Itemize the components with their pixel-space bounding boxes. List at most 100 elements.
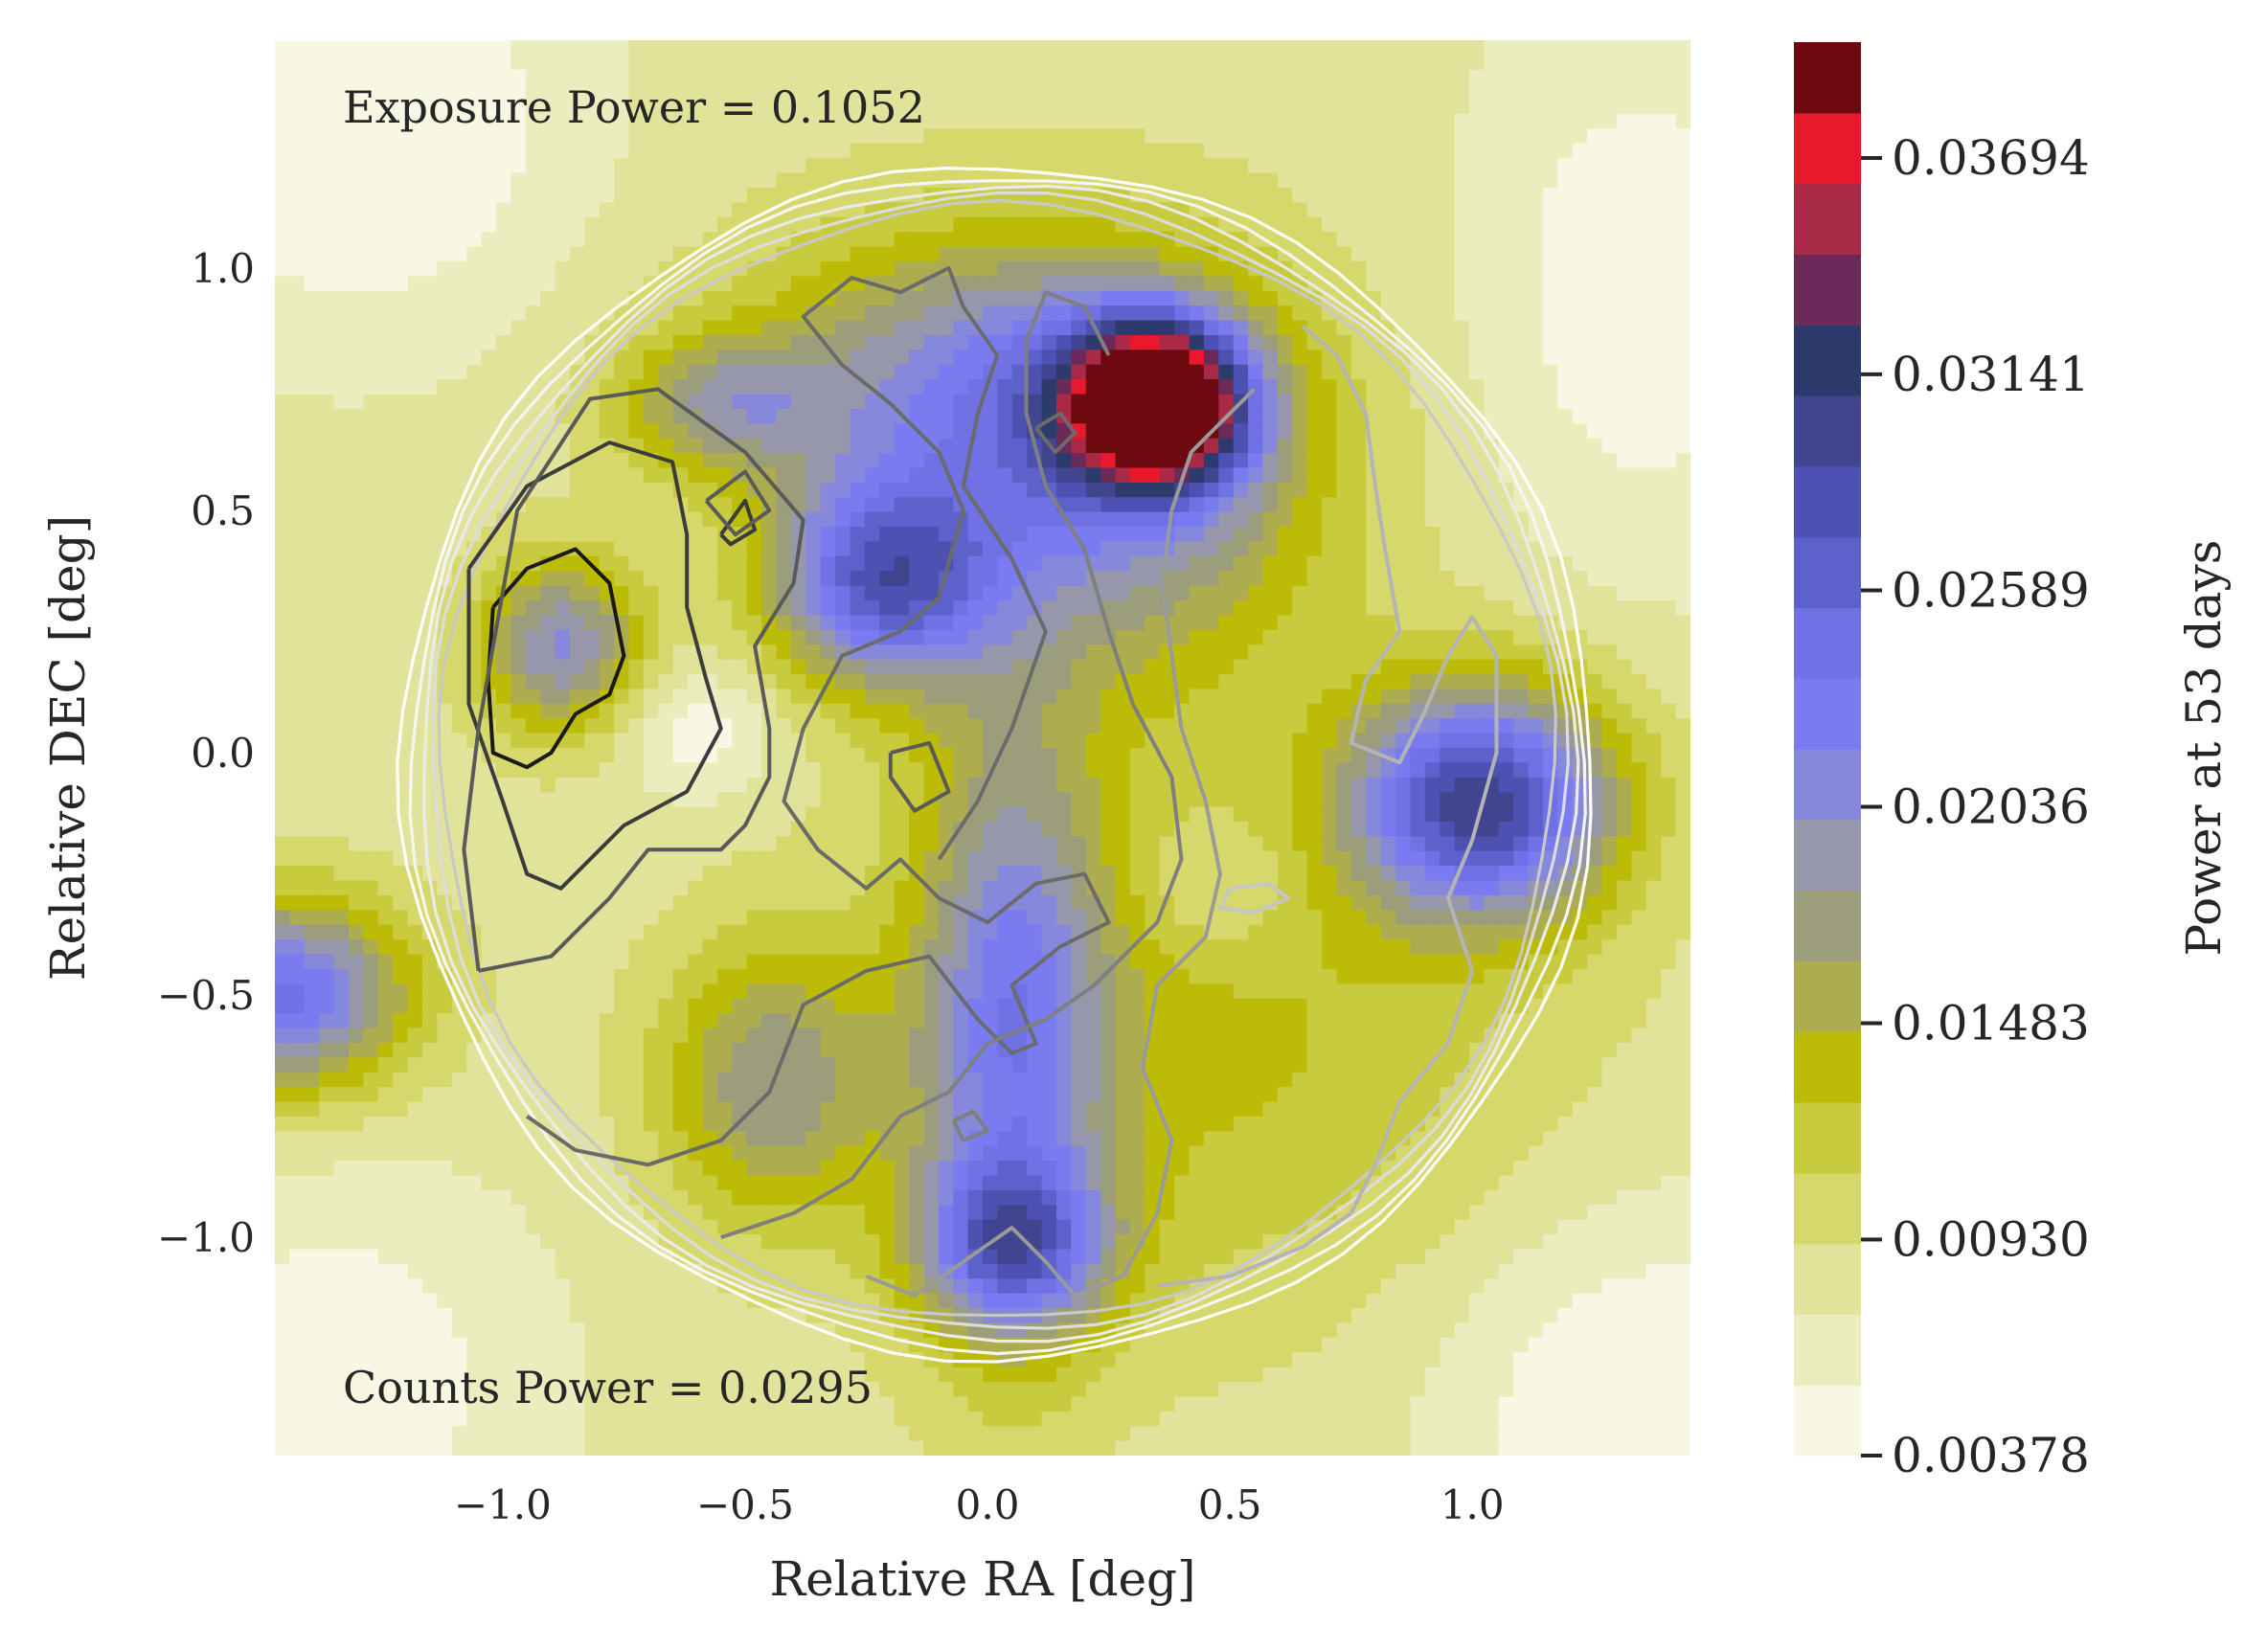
heat-cell [953,734,968,749]
heat-cell [1278,217,1293,233]
heat-cell [1381,247,1396,262]
heat-cell [1617,335,1632,350]
heat-cell [570,173,585,189]
heat-cell [1190,114,1205,129]
heat-cell [1410,630,1425,645]
heat-cell [1042,395,1057,410]
heat-cell [1469,158,1485,173]
heat-cell [644,395,659,410]
heat-cell [644,748,659,763]
heat-cell [1248,497,1263,512]
heat-cell [1116,423,1131,439]
heat-cell [983,247,998,262]
heat-cell [437,439,452,454]
heat-cell [393,55,408,70]
heat-cell [600,615,615,630]
heat-cell [968,541,984,556]
heat-cell [570,571,585,586]
heat-cell [452,350,467,365]
heat-cell [997,202,1012,217]
heat-cell [997,321,1012,336]
heat-cell [909,217,924,233]
heat-cell [1351,423,1367,439]
heat-cell [1587,453,1602,468]
heat-cell [1337,409,1352,424]
heat-cell [275,84,290,100]
heat-cell [305,748,320,763]
heat-cell [393,188,408,203]
heat-cell [275,114,290,129]
heat-cell [879,497,895,512]
heat-cell [305,321,320,336]
heat-cell [1086,734,1101,749]
heat-cell [644,247,659,262]
heat-cell [1381,497,1396,512]
heat-cell [600,144,615,159]
heat-cell [673,423,689,439]
heat-cell [939,217,954,233]
heat-cell [1204,762,1219,778]
heat-cell [1292,467,1307,483]
heat-cell [1204,674,1219,689]
heat-cell [378,600,394,616]
heat-cell [363,512,378,528]
heat-cell [702,644,717,660]
heat-cell [1234,630,1249,645]
heat-cell [1027,128,1042,144]
heat-cell [1100,571,1116,586]
heat-cell [1145,586,1160,601]
heat-cell [1263,762,1279,778]
heat-cell [1646,556,1662,572]
heat-cell [437,232,452,247]
heat-cell [702,173,717,189]
heat-cell [732,734,747,749]
heat-cell [732,762,747,778]
heat-cell [1587,291,1602,306]
heat-cell [732,644,747,660]
heat-cell [1557,114,1573,129]
heat-cell [1292,792,1307,807]
heat-cell [1218,321,1234,336]
heat-cell [1248,365,1263,380]
heat-cell [1646,762,1662,778]
heat-cell [363,600,378,616]
heat-cell [953,55,968,70]
heat-cell [422,232,438,247]
heat-cell [747,40,762,56]
heat-cell [1100,718,1116,734]
heat-cell [1130,395,1145,410]
heat-cell [1602,379,1618,395]
heat-cell [289,556,305,572]
heat-cell [275,158,290,173]
heat-cell [526,350,541,365]
heat-cell [850,423,865,439]
heat-cell [1292,84,1307,100]
heat-cell [1543,762,1558,778]
heat-cell [496,276,511,291]
heat-cell [556,232,571,247]
heat-cell [1484,217,1499,233]
heat-cell [482,409,497,424]
heat-cell [821,483,836,498]
heat-cell [1218,128,1234,144]
heat-cell [1027,217,1042,233]
heat-cell [1292,586,1307,601]
heat-cell [1587,173,1602,189]
heat-cell [939,305,954,321]
heat-cell [909,704,924,719]
heat-cell [1646,660,1662,675]
heat-cell [1248,689,1263,704]
heat-cell [821,704,836,719]
heat-cell [1307,541,1323,556]
heat-cell [305,276,320,291]
heat-cell [1204,660,1219,675]
heat-cell [1100,128,1116,144]
heat-cell [289,40,305,56]
heat-cell [1381,689,1396,704]
heat-cell [1292,660,1307,675]
heat-cell [526,291,541,306]
heat-cell [805,276,821,291]
heat-cell [1116,232,1131,247]
heat-cell [1278,512,1293,528]
heat-cell [1071,630,1086,645]
